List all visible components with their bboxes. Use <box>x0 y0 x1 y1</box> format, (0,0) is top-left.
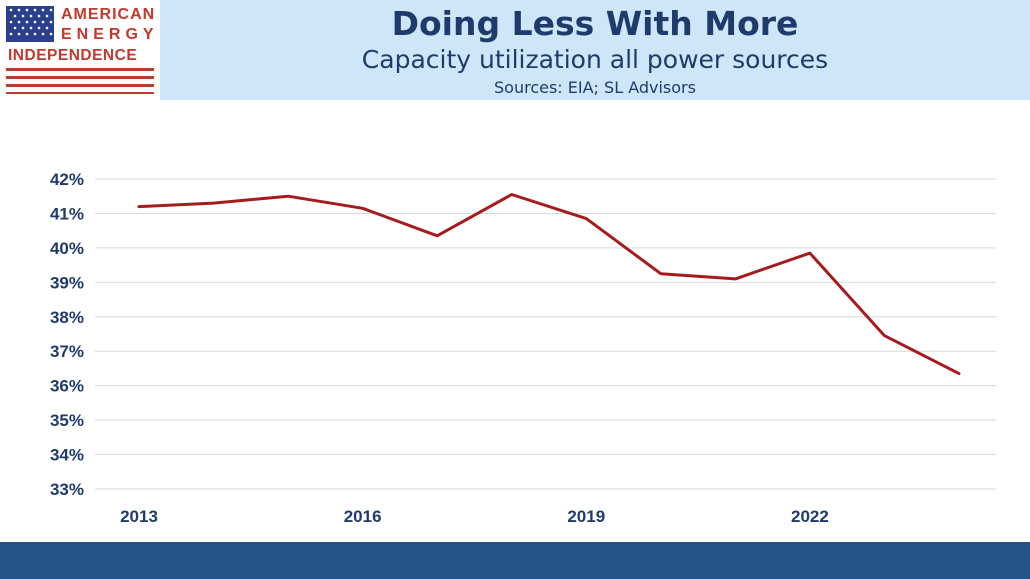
page-subtitle: Capacity utilization all power sources <box>361 45 829 74</box>
series-line <box>137 193 961 376</box>
y-tick-label: 40% <box>50 239 84 258</box>
y-tick-label: 33% <box>50 480 84 499</box>
page-title: Doing Less With More <box>391 4 799 43</box>
y-tick-label: 36% <box>50 377 84 396</box>
x-tick-label: 2022 <box>791 507 829 526</box>
y-tick-label: 41% <box>50 204 84 223</box>
y-tick-label: 39% <box>50 273 84 292</box>
footer-band <box>0 542 1030 579</box>
x-tick-label: 2016 <box>344 507 382 526</box>
sources-note: Sources: EIA; SL Advisors <box>494 78 696 97</box>
x-tick-label: 2019 <box>567 507 605 526</box>
y-tick-label: 34% <box>50 446 84 465</box>
header-band <box>160 0 1030 100</box>
x-tick-label: 2013 <box>120 507 158 526</box>
flag-icon <box>6 6 154 94</box>
y-tick-label: 38% <box>50 308 84 327</box>
y-tick-label: 35% <box>50 411 84 430</box>
y-tick-label: 37% <box>50 342 84 361</box>
american-energy-independence-logo: AMERICAN ENERGY INDEPENDENCE <box>6 6 154 94</box>
y-tick-label: 42% <box>50 170 84 189</box>
logo-text-energy: ENERGY <box>61 26 159 43</box>
logo-text-american: AMERICAN <box>61 6 156 23</box>
logo-text-independence: INDEPENDENCE <box>8 47 138 64</box>
